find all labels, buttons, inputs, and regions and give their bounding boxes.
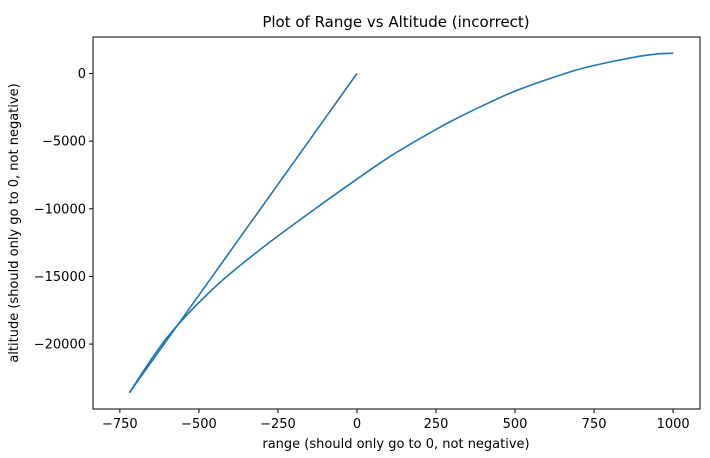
x-tick-label: −750 xyxy=(102,417,138,432)
x-axis-label: range (should only go to 0, not negative… xyxy=(262,437,529,452)
y-axis-label: altitude (should only go to 0, not negat… xyxy=(7,83,22,362)
y-tick-label: −15000 xyxy=(34,270,86,285)
y-tick-label: −20000 xyxy=(34,338,86,353)
x-tick-label: 750 xyxy=(582,417,607,432)
y-tick-label: 0 xyxy=(78,67,86,82)
y-ticks: 0 −5000 −10000 −15000 −20000 xyxy=(34,67,93,353)
x-tick-label: 0 xyxy=(353,417,361,432)
x-tick-label: −500 xyxy=(181,417,217,432)
x-ticks: −750 −500 −250 0 250 500 750 1000 xyxy=(102,409,690,432)
x-tick-label: 250 xyxy=(424,417,449,432)
series-layer xyxy=(128,52,674,394)
series-line-straight-segment xyxy=(128,73,358,394)
series-line-curve-segment xyxy=(128,52,674,394)
y-tick-label: −5000 xyxy=(42,135,86,150)
x-tick-label: 500 xyxy=(503,417,528,432)
y-tick-label: −10000 xyxy=(34,202,86,217)
x-tick-label: 1000 xyxy=(657,417,690,432)
chart-title: Plot of Range vs Altitude (incorrect) xyxy=(262,13,529,31)
plot-area xyxy=(92,36,701,410)
x-tick-label: −250 xyxy=(260,417,296,432)
